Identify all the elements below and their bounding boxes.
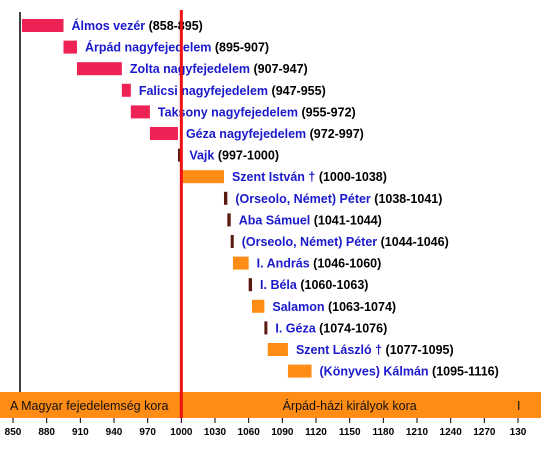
reign-bar [76,62,122,76]
x-tick-label: 850 [5,427,22,438]
x-tick-label: 1030 [204,427,227,438]
ruler-name: (Orseolo, Német) Péter [235,192,371,206]
ruler-name: (Könyves) Kálmán [320,365,429,379]
x-tick-label: 910 [72,427,89,438]
ruler-name: I. Géza [275,321,316,335]
ruler-name: Salamon [272,300,324,314]
ruler-label: I. András (1046-1060) [257,257,382,271]
ruler-name: Árpád nagyfejedelem [85,40,211,55]
ruler-name: Álmos vezér [72,18,146,33]
ruler-name: (Orseolo, Német) Péter [242,235,378,249]
ruler-years: (1046-1060) [310,257,382,271]
ruler-label: (Orseolo, Német) Péter (1044-1046) [242,235,449,249]
ruler-label: Salamon (1063-1074) [272,300,396,314]
ruler-years: (1044-1046) [377,235,449,249]
ruler-name: Vajk [189,149,214,163]
x-tick-label: 1090 [271,427,294,438]
ruler-name: Szent István † [232,170,315,184]
ruler-label: I. Géza (1074-1076) [275,321,387,335]
x-tick-label: 1120 [305,427,327,438]
ruler-name: Zolta nagyfejedelem [130,62,250,76]
ruler-years: (907-947) [250,62,308,76]
ruler-label: (Orseolo, Német) Péter (1038-1041) [235,192,442,206]
reign-bar [248,278,253,292]
x-tick-label: 1270 [473,427,496,438]
x-tick-label: 880 [38,427,55,438]
reign-bar [181,170,224,184]
x-tick-label: 970 [139,427,156,438]
reign-bar [177,148,182,162]
ruler-label: Zolta nagyfejedelem (907-947) [130,62,308,76]
ruler-label: Szent László † (1077-1095) [296,343,454,357]
ruler-years: (1063-1074) [324,300,396,314]
ruler-name: Aba Sámuel [239,213,311,227]
ruler-label: Álmos vezér (858-895) [72,18,203,33]
ruler-years: (955-972) [298,105,356,119]
ruler-label: Szent István † (1000-1038) [232,170,387,184]
reign-bar [149,127,178,140]
ruler-label: Árpád nagyfejedelem (895-907) [85,40,269,55]
reign-bar [130,105,150,119]
ruler-label: Aba Sámuel (1041-1044) [239,213,382,227]
ruler-years: (972-997) [306,127,364,141]
ruler-years: (947-955) [268,84,326,98]
reign-bar [227,213,231,227]
ruler-years: (858-895) [145,19,203,33]
ruler-years: (895-907) [211,41,269,55]
era-label: A Magyar fejedelemség kora [10,399,168,413]
reign-bar [264,321,268,335]
era-label: Árpád-házi királyok kora [283,398,417,413]
x-tick-label: 130 [510,427,527,438]
ruler-label: Géza nagyfejedelem (972-997) [186,127,364,141]
reign-bar [232,256,249,270]
era-edge-label: I [517,399,520,413]
reign-bar [287,364,312,378]
reign-bar [121,83,131,97]
reign-bar [252,299,265,313]
reign-bar [21,19,64,32]
era-band-group: A Magyar fejedelemség kora Árpád-házi kir… [0,392,541,418]
x-tick-label: 1000 [170,427,193,438]
ruler-name: Falicsi nagyfejedelem [139,84,268,98]
ruler-label: I. Béla (1060-1063) [260,278,368,292]
ruler-years: (1095-1116) [429,365,499,379]
reign-bar [230,235,234,248]
x-axis: 850 880 910 940 970 1000 1030 1060 1090 1120 1150 1… [5,418,527,438]
ruler-years: (1060-1063) [297,278,369,292]
ruler-years: (1038-1041) [371,192,443,206]
reign-bar [63,40,77,54]
ruler-name: Taksony nagyfejedelem [158,105,298,119]
ruler-name: Géza nagyfejedelem [186,127,306,141]
ruler-years: (1000-1038) [315,170,387,184]
ruler-years: (997-1000) [214,149,279,163]
ruler-years: (1077-1095) [382,343,454,357]
x-tick-label: 1210 [406,427,429,438]
x-tick-label: 940 [106,427,123,438]
ruler-name: I. András [257,257,310,271]
ruler-label: (Könyves) Kálmán (1095-1116) [320,365,499,379]
x-tick-label: 1060 [238,427,261,438]
reign-bar-group: Álmos vezér (858-895) Árpád nagyfejedelem… [21,18,499,379]
ruler-name: Szent László † [296,343,382,357]
ruler-years: (1041-1044) [310,213,382,227]
ruler-label: Falicsi nagyfejedelem (947-955) [139,84,326,98]
ruler-label: Taksony nagyfejedelem (955-972) [158,105,356,119]
x-tick-label: 1180 [372,427,394,438]
x-tick-label: 1240 [440,427,463,438]
era-band [0,392,541,418]
x-tick-label: 1150 [339,427,361,438]
ruler-name: I. Béla [260,278,298,292]
ruler-label: Vajk (997-1000) [189,149,279,163]
reign-bar [267,343,288,356]
ruler-years: (1074-1076) [316,321,388,335]
reign-bar [223,191,228,205]
